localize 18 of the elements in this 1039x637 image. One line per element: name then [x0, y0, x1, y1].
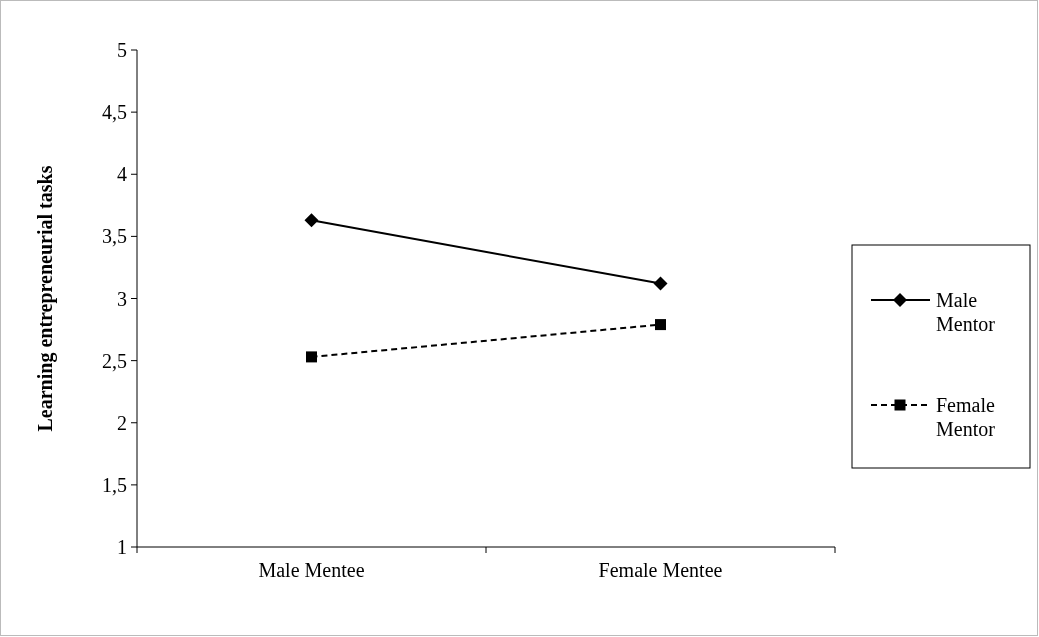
y-tick-label: 1,5 — [102, 473, 127, 496]
y-tick-label: 2,5 — [102, 349, 127, 372]
y-tick-label: 4,5 — [102, 101, 127, 124]
point — [304, 213, 319, 228]
legend-label: Male Mentor — [936, 289, 996, 335]
y-tick-label: 2 — [117, 411, 127, 434]
x-tick-label: Female Mentee — [598, 559, 723, 581]
y-tick-label: 3,5 — [102, 225, 127, 248]
point — [655, 319, 666, 331]
y-tick-label: 5 — [117, 39, 127, 61]
x-tick-label: Male Mentee — [258, 559, 365, 581]
y-tick-label: 3 — [117, 287, 127, 310]
point — [653, 276, 668, 291]
legend-label: Female Mentor — [936, 394, 996, 440]
point — [306, 351, 317, 363]
y-tick-label: 4 — [117, 163, 127, 186]
y-axis-title: Learning entrepreneurial tasks — [34, 165, 57, 432]
y-tick-label: 1 — [117, 536, 127, 558]
